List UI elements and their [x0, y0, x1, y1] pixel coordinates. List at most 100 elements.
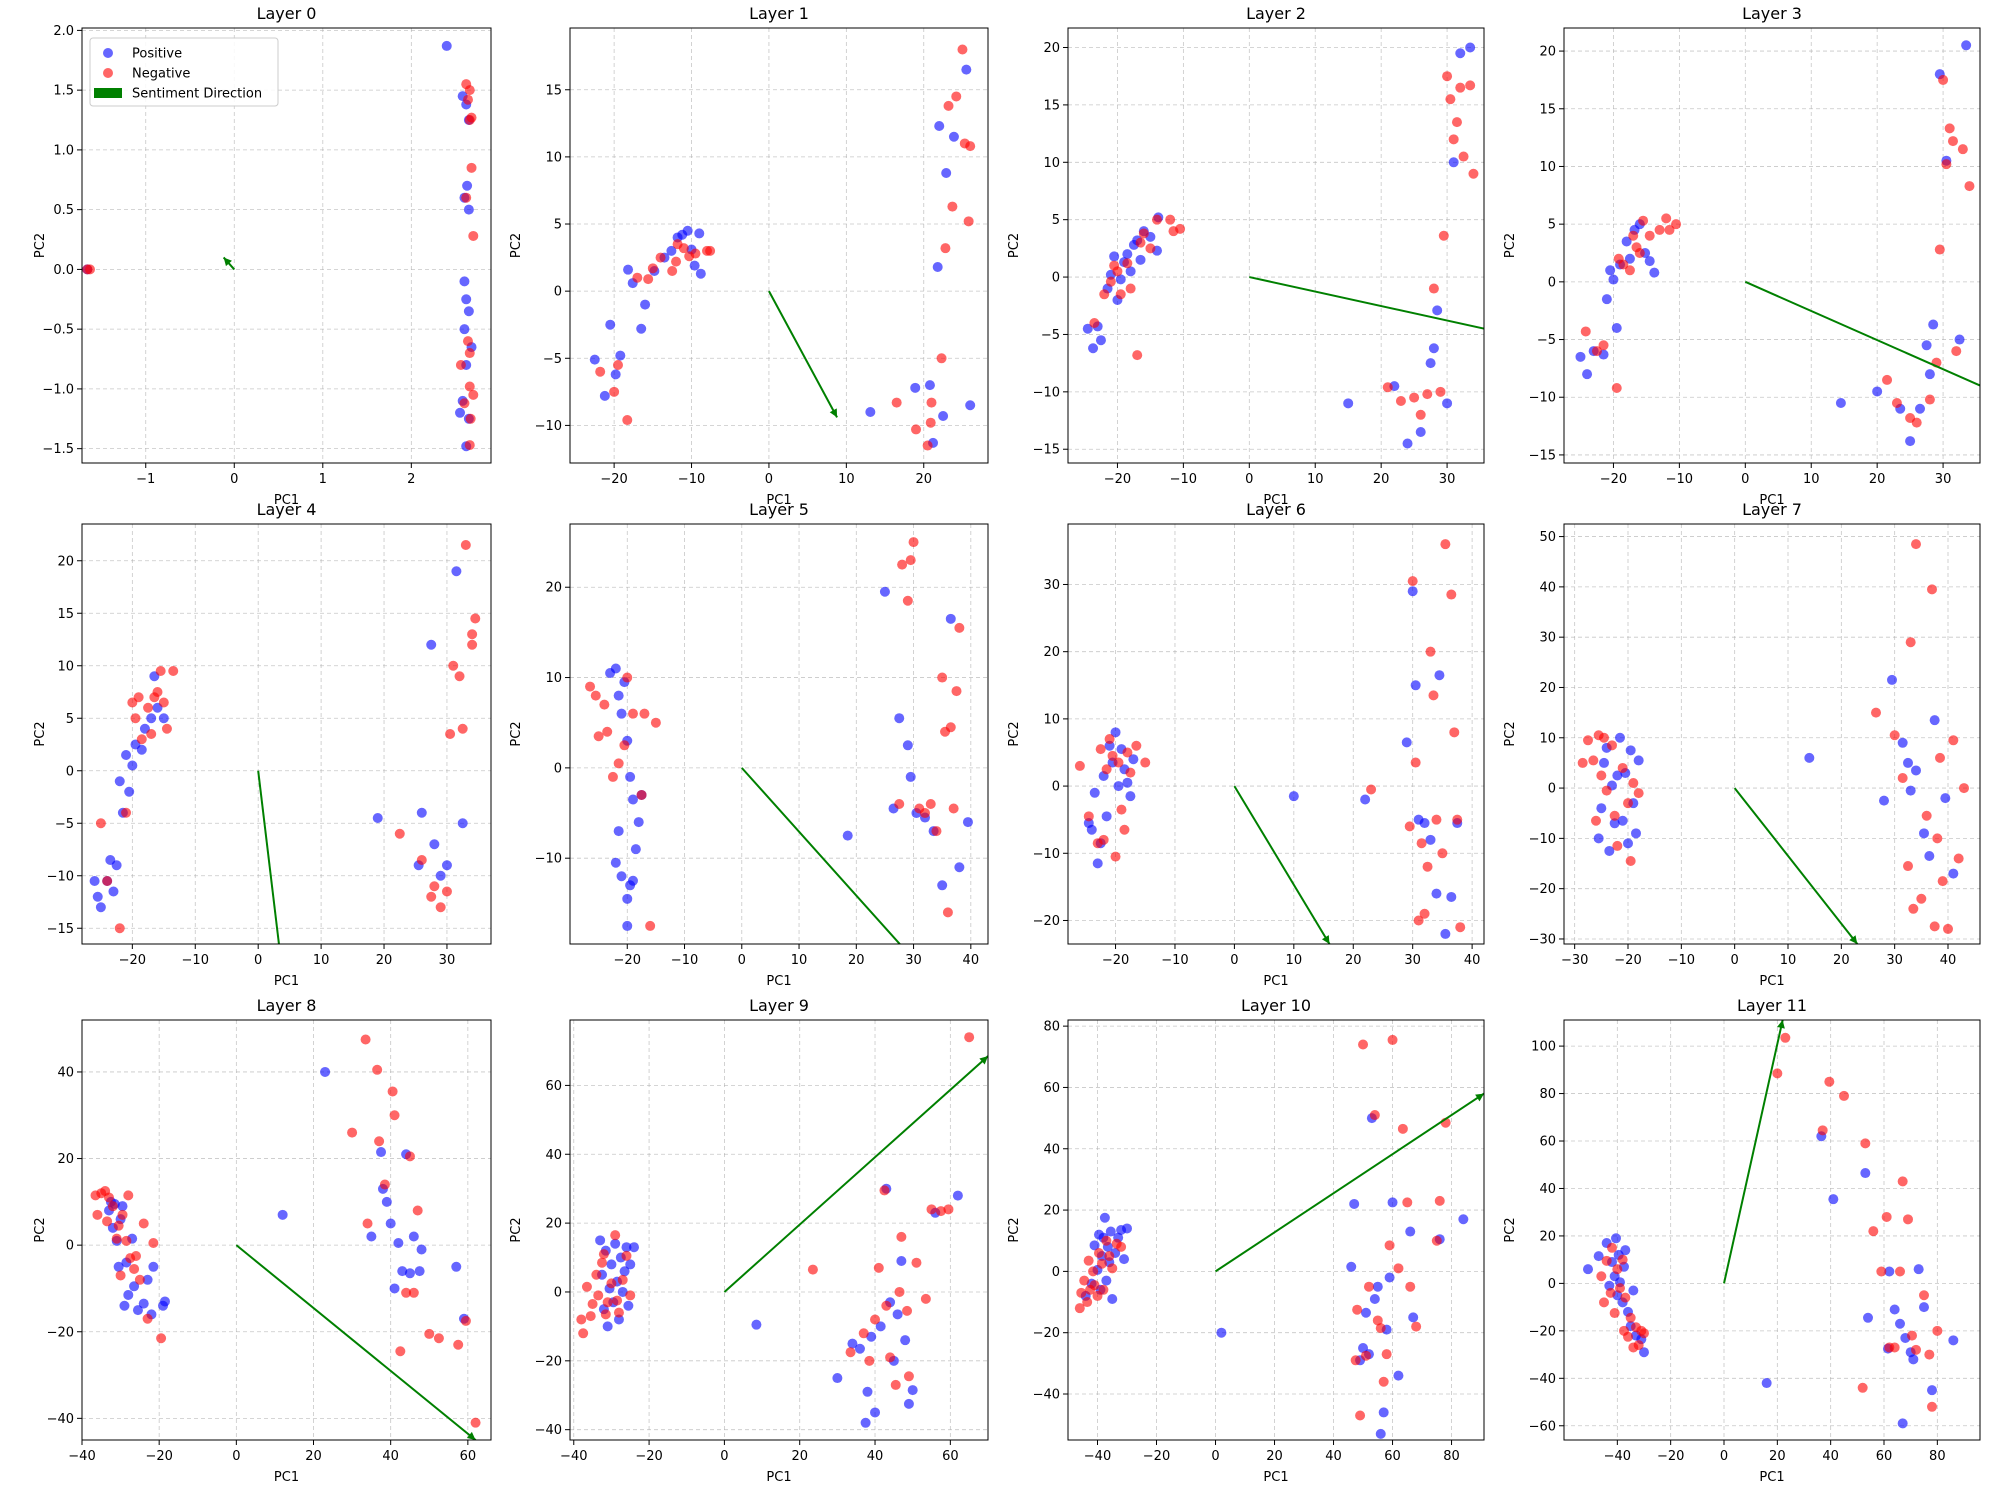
negative-point — [133, 692, 144, 703]
negative-point — [1889, 730, 1900, 741]
x-tick-label: 0 — [1230, 953, 1238, 968]
negative-point — [911, 1257, 922, 1268]
positive-point — [1624, 253, 1635, 264]
data-points — [1575, 40, 1980, 447]
y-tick-label: 60 — [545, 1079, 562, 1094]
negative-point — [1125, 767, 1136, 778]
positive-point — [1415, 427, 1426, 438]
legend-direction-marker — [94, 88, 122, 98]
x-tick-label: −10 — [1170, 472, 1197, 487]
positive-point — [617, 1286, 628, 1297]
positive-point — [117, 1201, 128, 1212]
negative-point — [468, 230, 479, 241]
positive-point — [1434, 670, 1445, 681]
negative-point — [121, 1235, 132, 1246]
positive-point — [404, 1268, 415, 1279]
positive-point — [1442, 398, 1453, 409]
positive-point — [1125, 791, 1136, 802]
negative-point — [1431, 814, 1442, 825]
subplot-layer-1: −20 −10 0 10 20 −10 −5 0 5 10 15 Layer 1 PC1 PC2 — [509, 4, 989, 508]
positive-point — [1349, 1198, 1360, 1209]
y-tick-label: −10 — [1033, 847, 1060, 862]
positive-point — [1372, 1281, 1383, 1292]
negative-point — [936, 353, 947, 364]
negative-point — [940, 243, 951, 254]
positive-point — [625, 771, 636, 782]
negative-point — [1455, 922, 1466, 933]
positive-point — [124, 786, 135, 797]
negative-point — [123, 1190, 134, 1201]
negative-point — [1817, 1125, 1828, 1136]
negative-point — [1927, 584, 1937, 595]
negative-point — [610, 1230, 621, 1241]
negative-point — [1465, 80, 1476, 91]
positive-point — [633, 817, 644, 828]
subplot-layer-3: −20 −10 0 10 20 30 −15 −10 −5 0 5 10 15 20 Layer 3 PC1 P… — [1503, 4, 1981, 508]
y-tick-label: −5 — [1041, 328, 1060, 343]
positive-point — [1107, 1293, 1118, 1304]
y-tick-label: 20 — [545, 1217, 562, 1232]
x-tick-label: −40 — [1604, 1449, 1631, 1464]
subplot-title: Layer 6 — [1246, 500, 1306, 519]
positive-point — [89, 876, 100, 886]
positive-point — [1405, 1226, 1416, 1237]
negative-point — [1410, 757, 1421, 768]
negative-point — [1903, 861, 1913, 872]
negative-point — [168, 666, 179, 676]
data-points — [589, 44, 976, 451]
y-tick-label: 0.5 — [53, 203, 74, 218]
negative-point — [1175, 223, 1186, 234]
negative-point — [1452, 814, 1463, 825]
negative-point — [578, 1328, 589, 1339]
x-tick-label: 0 — [765, 472, 773, 487]
subplot-title: Layer 9 — [749, 996, 809, 1015]
plot-frame — [569, 523, 989, 945]
y-tick-label: −10 — [1529, 832, 1556, 847]
negative-point — [1615, 1283, 1625, 1294]
negative-point — [905, 555, 916, 566]
positive-point — [1911, 765, 1921, 776]
x-tick-label: 30 — [1404, 953, 1421, 968]
negative-point — [470, 613, 481, 624]
negative-point — [1076, 1287, 1087, 1298]
negative-point — [678, 243, 689, 254]
negative-point — [1596, 1271, 1607, 1282]
x-axis-label: PC1 — [1263, 1470, 1288, 1485]
positive-point — [1425, 834, 1436, 845]
negative-point — [95, 818, 106, 829]
y-tick-label: 1.5 — [53, 84, 74, 99]
negative-point — [1661, 213, 1672, 224]
y-tick-label: 10 — [545, 671, 562, 686]
x-tick-label: 0 — [230, 472, 238, 487]
negative-point — [585, 681, 596, 692]
positive-point — [832, 1373, 843, 1384]
x-tick-label: −10 — [1161, 953, 1188, 968]
sentiment-direction-arrow — [741, 767, 902, 944]
y-tick-label: 80 — [1539, 1087, 1556, 1102]
negative-point — [347, 1127, 358, 1138]
x-tick-label: 30 — [1886, 953, 1903, 968]
negative-point — [1458, 151, 1469, 162]
x-tick-label: 40 — [1822, 1449, 1839, 1464]
positive-point — [910, 382, 921, 393]
y-tick-label: −20 — [1033, 1326, 1060, 1341]
subplot-title: Layer 2 — [1246, 4, 1306, 23]
negative-point — [1445, 94, 1456, 105]
negative-point — [435, 902, 446, 913]
negative-point — [911, 424, 922, 435]
sentiment-direction-arrow — [1249, 276, 1484, 330]
positive-point — [1628, 1285, 1639, 1296]
negative-point — [1119, 824, 1130, 835]
negative-point — [1366, 784, 1377, 795]
negative-point — [1107, 1263, 1118, 1274]
negative-point — [1402, 1197, 1413, 1208]
positive-point — [623, 264, 634, 275]
x-tick-label: 10 — [313, 953, 330, 968]
subplot-layer-5: −20 −10 0 10 20 30 40 −10 0 10 20 Layer 5 PC1 PC2 — [509, 500, 989, 989]
positive-point — [625, 1259, 636, 1270]
negative-point — [1422, 389, 1433, 400]
negative-point — [1099, 289, 1110, 300]
subplot-title: Layer 8 — [257, 996, 317, 1015]
negative-point — [647, 263, 658, 274]
negative-point — [1857, 1382, 1868, 1393]
